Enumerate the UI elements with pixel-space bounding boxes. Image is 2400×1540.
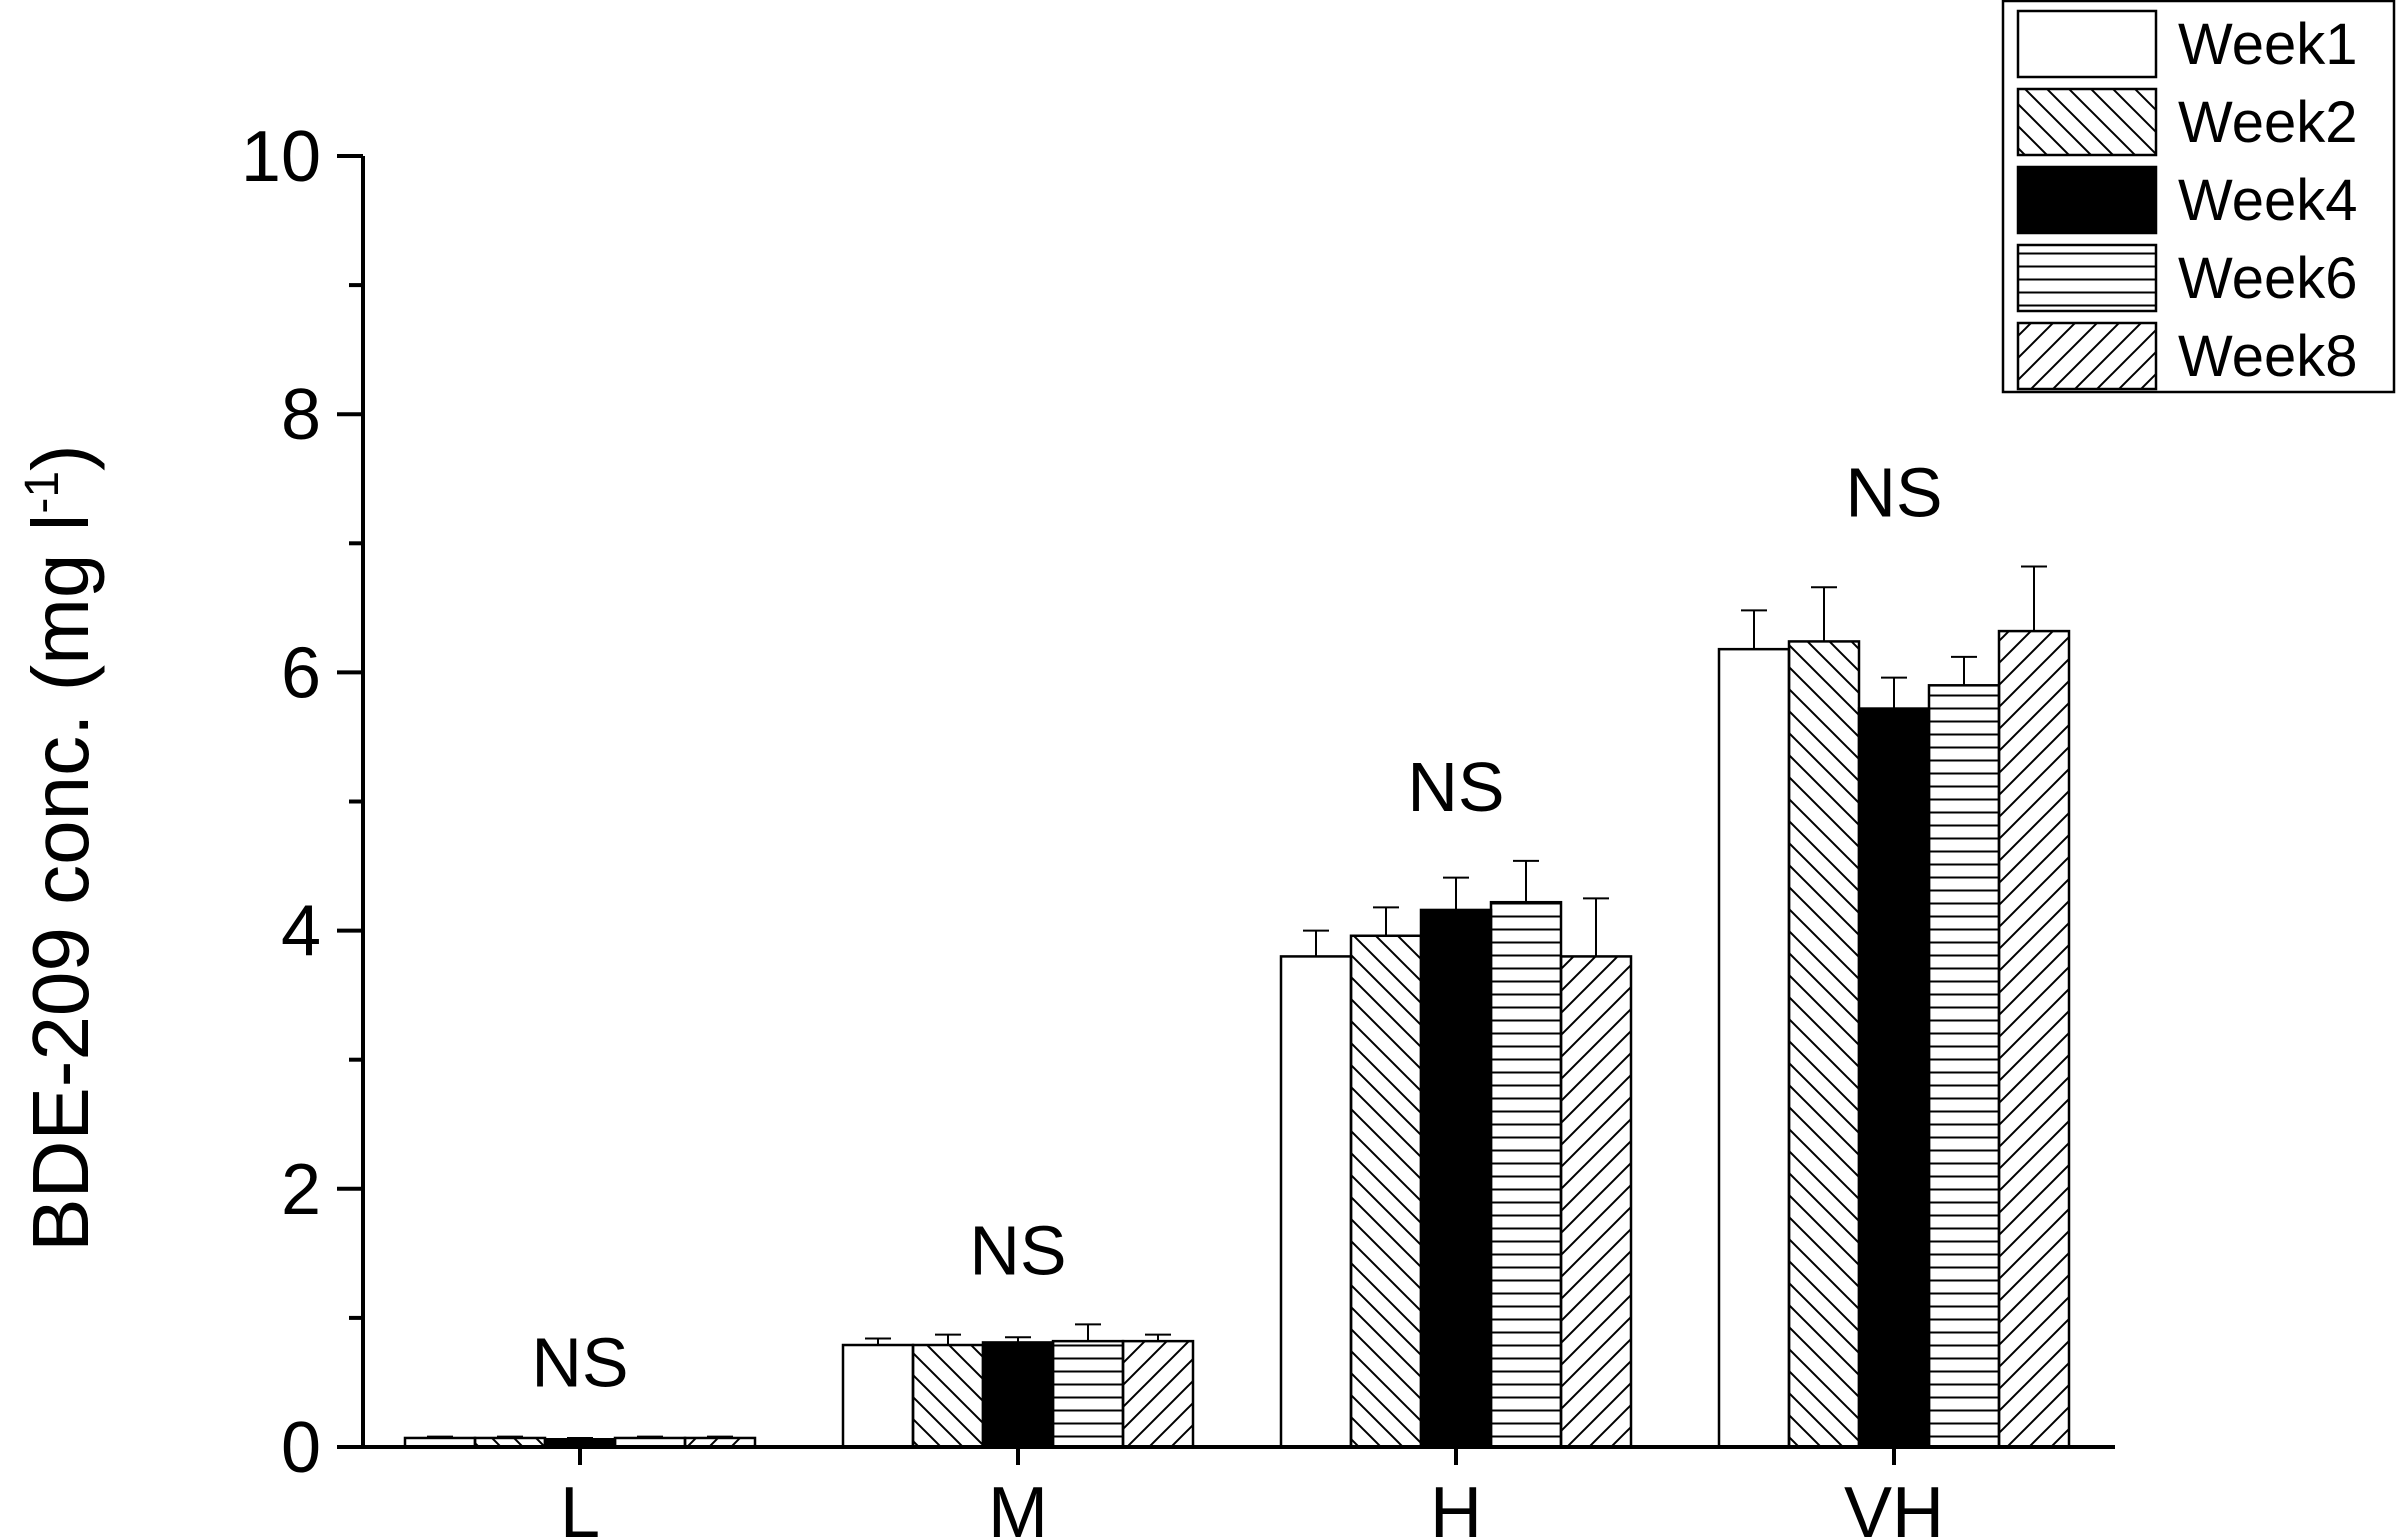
error-bars-layer: [427, 565, 2047, 1440]
legend-swatch-week4: [2016, 165, 2158, 235]
legend-swatch-week6: [2016, 243, 2158, 313]
legend-swatch-week1: [2016, 9, 2158, 79]
bar-week1-vh: [1717, 647, 1791, 1449]
x-tick-label-vh: VH: [1844, 1473, 1944, 1540]
x-tick-label-m: M: [988, 1473, 1048, 1540]
y-axis-title-close: ): [16, 444, 105, 471]
y-axis-title-main: BDE-209 conc. (mg l: [16, 514, 105, 1252]
y-tick-label: 8: [281, 375, 321, 455]
legend: Week1 Week2 Week4 Week6 Week8: [2001, 0, 2396, 394]
significance-label-m: NS: [969, 1211, 1066, 1289]
x-tick-label-h: H: [1430, 1473, 1482, 1540]
y-tick-label: 0: [281, 1408, 321, 1488]
bar-week2-h: [1349, 934, 1423, 1449]
significance-label-vh: NS: [1845, 454, 1942, 532]
y-tick-label: 10: [241, 117, 321, 197]
significance-label-h: NS: [1407, 748, 1504, 826]
bar-week4-m: [981, 1341, 1055, 1449]
bar-week4-h: [1419, 908, 1493, 1449]
y-axis-title-superscript: -1: [16, 471, 69, 514]
y-tick-label: 4: [281, 892, 321, 972]
axes: 0 2 4 6 8 10 L M H VH: [241, 117, 2115, 1540]
y-axis-title: BDE-209 conc. (mg l-1): [16, 444, 105, 1251]
significance-labels: NS NS NS NS: [531, 454, 1942, 1402]
bar-week8-h: [1559, 955, 1633, 1449]
bars-layer: [403, 629, 2071, 1449]
y-tick-label: 2: [281, 1150, 321, 1230]
bar-week6-h: [1489, 900, 1563, 1449]
bar-week2-m: [911, 1343, 985, 1449]
legend-label-week2: Week2: [2178, 90, 2357, 155]
bar-week8-m: [1121, 1339, 1195, 1449]
bar-week4-vh: [1857, 707, 1931, 1449]
legend-label-week1: Week1: [2178, 12, 2357, 77]
bar-week1-m: [841, 1343, 915, 1449]
x-tick-label-l: L: [560, 1473, 600, 1540]
legend-label-week8: Week8: [2178, 324, 2357, 389]
bar-week6-m: [1051, 1339, 1125, 1449]
bar-week6-vh: [1927, 684, 2001, 1449]
legend-label-week6: Week6: [2178, 246, 2357, 311]
significance-label-l: NS: [531, 1324, 628, 1402]
legend-swatch-week8: [2016, 321, 2158, 391]
legend-swatch-week2: [2016, 87, 2158, 157]
bar-week8-vh: [1997, 629, 2071, 1449]
y-tick-label: 6: [281, 633, 321, 713]
bar-week2-vh: [1787, 640, 1861, 1449]
bar-week1-h: [1279, 955, 1353, 1449]
legend-label-week4: Week4: [2178, 168, 2357, 233]
